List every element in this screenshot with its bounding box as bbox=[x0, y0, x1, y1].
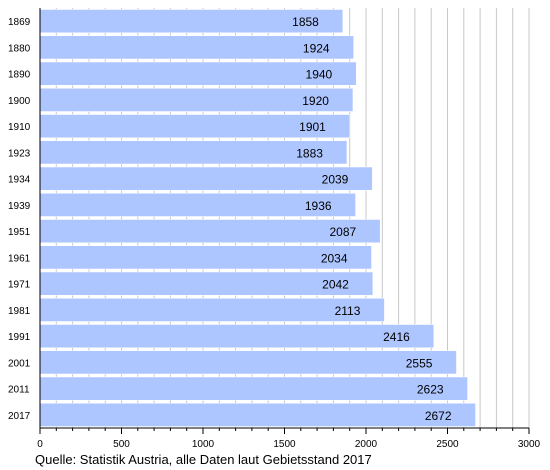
bar-value-label: 1936 bbox=[305, 199, 332, 213]
y-tick-label: 1939 bbox=[8, 201, 31, 212]
bar bbox=[39, 403, 476, 427]
x-tick-label: 3000 bbox=[518, 439, 541, 450]
x-tick-label: 1500 bbox=[273, 439, 296, 450]
y-tick-label: 2011 bbox=[8, 385, 30, 396]
y-tick-label: 1981 bbox=[8, 306, 31, 317]
y-tick-label: 1961 bbox=[8, 253, 31, 264]
x-tick-label: 500 bbox=[113, 439, 130, 450]
bar bbox=[39, 350, 457, 375]
y-tick-label: 1934 bbox=[8, 175, 31, 186]
y-tick-label: 2017 bbox=[8, 411, 31, 422]
bar-value-label: 2034 bbox=[321, 251, 348, 265]
y-tick-label: 1951 bbox=[8, 227, 31, 238]
population-bar-chart: 1858 1924 1940 1920 1901 1883 2039 1936 2087 2034… bbox=[8, 8, 541, 450]
y-tick-label: 1971 bbox=[8, 280, 31, 291]
bar bbox=[39, 298, 385, 322]
bar-value-label: 2113 bbox=[335, 304, 361, 318]
y-tick-label: 2001 bbox=[8, 358, 31, 369]
bar-value-label: 2416 bbox=[383, 330, 410, 344]
axes: 1869 1880 1890 1900 1910 1923 1934 1939 1951 1961… bbox=[8, 8, 541, 450]
bar bbox=[39, 324, 435, 348]
bar-value-label: 2039 bbox=[322, 173, 349, 187]
y-tick-label: 1890 bbox=[8, 70, 31, 81]
bar-value-label: 2555 bbox=[406, 356, 433, 370]
x-tick-label: 0 bbox=[37, 439, 43, 450]
y-tick-label: 1991 bbox=[8, 332, 31, 343]
x-tick-label: 1000 bbox=[192, 439, 215, 450]
bar-value-label: 1883 bbox=[296, 146, 323, 160]
x-tick-label: 2000 bbox=[355, 439, 378, 450]
source-note: Quelle: Statistik Austria, alle Daten la… bbox=[35, 452, 372, 467]
bar-value-label: 1920 bbox=[302, 94, 329, 108]
bar-value-label: 1940 bbox=[306, 68, 333, 82]
bar-value-label: 1858 bbox=[292, 15, 319, 29]
y-tick-label: 1869 bbox=[8, 17, 31, 28]
y-tick-label: 1880 bbox=[8, 43, 31, 54]
bar bbox=[39, 376, 468, 401]
bar-value-label: 1924 bbox=[303, 41, 330, 55]
bars: 1858 1924 1940 1920 1901 1883 2039 1936 2087 2034… bbox=[39, 9, 476, 427]
y-tick-label: 1923 bbox=[8, 148, 31, 159]
bar-value-label: 2623 bbox=[417, 383, 444, 397]
bar-value-label: 1901 bbox=[299, 120, 326, 134]
x-tick-label: 2500 bbox=[436, 439, 459, 450]
bar-value-label: 2042 bbox=[322, 278, 349, 292]
y-tick-label: 1900 bbox=[8, 96, 31, 107]
bar-value-label: 2672 bbox=[425, 409, 452, 423]
y-tick-label: 1910 bbox=[8, 122, 31, 133]
bar-value-label: 2087 bbox=[329, 225, 356, 239]
